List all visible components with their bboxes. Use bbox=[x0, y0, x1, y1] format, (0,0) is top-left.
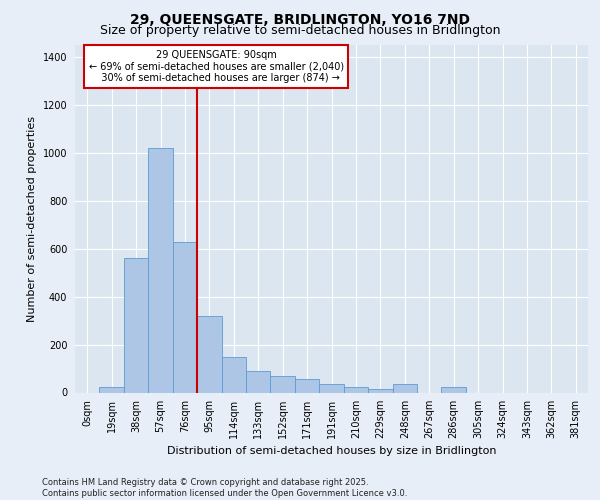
Bar bbox=[100, 386, 124, 392]
Bar bbox=[442, 386, 466, 392]
Bar bbox=[124, 258, 148, 392]
Bar bbox=[295, 380, 319, 392]
Text: Size of property relative to semi-detached houses in Bridlington: Size of property relative to semi-detach… bbox=[100, 24, 500, 37]
Bar bbox=[344, 386, 368, 392]
Bar bbox=[368, 389, 392, 392]
Bar bbox=[197, 316, 221, 392]
Bar bbox=[173, 242, 197, 392]
Text: Contains HM Land Registry data © Crown copyright and database right 2025.
Contai: Contains HM Land Registry data © Crown c… bbox=[42, 478, 407, 498]
Bar bbox=[148, 148, 173, 392]
Y-axis label: Number of semi-detached properties: Number of semi-detached properties bbox=[27, 116, 37, 322]
Text: 29, QUEENSGATE, BRIDLINGTON, YO16 7ND: 29, QUEENSGATE, BRIDLINGTON, YO16 7ND bbox=[130, 12, 470, 26]
Bar bbox=[392, 384, 417, 392]
Text: 29 QUEENSGATE: 90sqm
← 69% of semi-detached houses are smaller (2,040)
   30% of: 29 QUEENSGATE: 90sqm ← 69% of semi-detac… bbox=[89, 50, 344, 84]
Bar bbox=[319, 384, 344, 392]
Bar bbox=[221, 356, 246, 392]
Bar bbox=[246, 371, 271, 392]
X-axis label: Distribution of semi-detached houses by size in Bridlington: Distribution of semi-detached houses by … bbox=[167, 446, 496, 456]
Bar bbox=[271, 376, 295, 392]
